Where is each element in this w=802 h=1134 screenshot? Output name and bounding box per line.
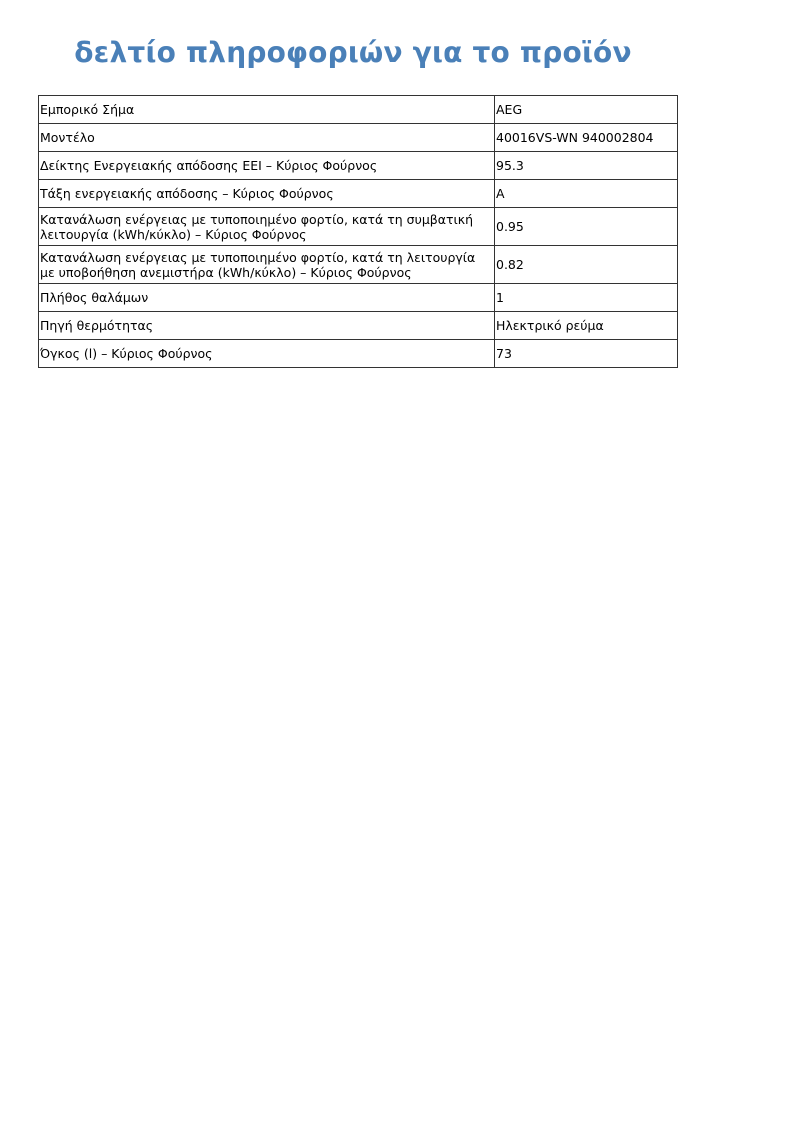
table-row: Πηγή θερμότητας Ηλεκτρικό ρεύμα bbox=[38, 311, 678, 340]
row-value: 95.3 bbox=[494, 151, 678, 180]
page-title: δελτίο πληροφοριών για το προϊόν bbox=[74, 36, 632, 69]
row-value: A bbox=[494, 179, 678, 208]
row-label: Εμπορικό Σήμα bbox=[38, 95, 495, 124]
row-label: Δείκτης Ενεργειακής απόδοσης EEI – Κύριο… bbox=[38, 151, 495, 180]
row-label: Κατανάλωση ενέργειας με τυποποιημένο φορ… bbox=[38, 207, 495, 246]
row-label: Όγκος (l) – Κύριος Φούρνος bbox=[38, 339, 495, 368]
row-label: Πηγή θερμότητας bbox=[38, 311, 495, 340]
table-row: Κατανάλωση ενέργειας με τυποποιημένο φορ… bbox=[38, 207, 678, 246]
table-row: Πλήθος θαλάμων 1 bbox=[38, 283, 678, 312]
table-row: Τάξη ενεργειακής απόδοσης – Κύριος Φούρν… bbox=[38, 179, 678, 208]
row-label: Τάξη ενεργειακής απόδοσης – Κύριος Φούρν… bbox=[38, 179, 495, 208]
table-row: Δείκτης Ενεργειακής απόδοσης EEI – Κύριο… bbox=[38, 151, 678, 180]
row-value: 40016VS-WN 940002804 bbox=[494, 123, 678, 152]
row-label: Κατανάλωση ενέργειας με τυποποιημένο φορ… bbox=[38, 245, 495, 284]
row-value: AEG bbox=[494, 95, 678, 124]
product-info-table: Εμπορικό Σήμα AEG Μοντέλο 40016VS-WN 940002… bbox=[38, 95, 678, 368]
row-label: Μοντέλο bbox=[38, 123, 495, 152]
table-row: Μοντέλο 40016VS-WN 940002804 bbox=[38, 123, 678, 152]
table-row: Εμπορικό Σήμα AEG bbox=[38, 95, 678, 124]
table-row: Κατανάλωση ενέργειας με τυποποιημένο φορ… bbox=[38, 245, 678, 284]
table-row: Όγκος (l) – Κύριος Φούρνος 73 bbox=[38, 339, 678, 368]
row-value: Ηλεκτρικό ρεύμα bbox=[494, 311, 678, 340]
row-value: 0.95 bbox=[494, 207, 678, 246]
row-label: Πλήθος θαλάμων bbox=[38, 283, 495, 312]
row-value: 73 bbox=[494, 339, 678, 368]
row-value: 0.82 bbox=[494, 245, 678, 284]
row-value: 1 bbox=[494, 283, 678, 312]
